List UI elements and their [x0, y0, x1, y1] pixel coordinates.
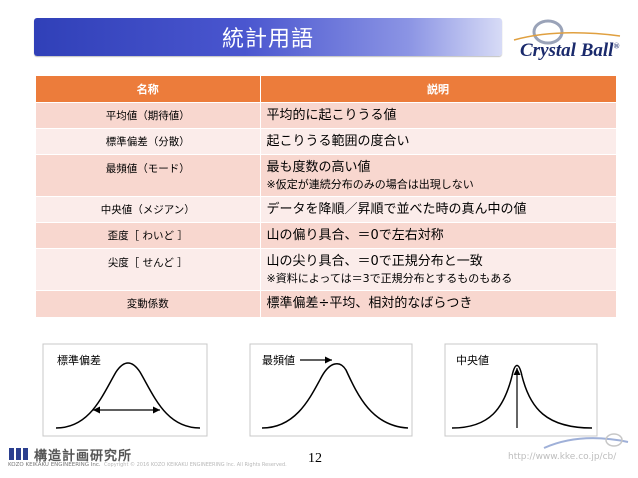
copyright-text: Copyright © 2016 KOZO KEIKAKU ENGINEERIN… — [104, 462, 287, 468]
slide-title: 統計用語 — [221, 27, 314, 52]
header-description: 説明 — [260, 76, 617, 103]
term-description-text: 最も度数の高い値 — [266, 160, 371, 175]
median-frame — [444, 343, 598, 437]
table-row: 中央値（メジアン） データを降順／昇順で並べた時の真ん中の値 — [36, 196, 617, 223]
median-diagram: 中央値 — [444, 343, 598, 437]
term-description-text: データを降順／昇順で並べた時の真ん中の値 — [266, 201, 527, 217]
term-description: 平均的に起こりうる値 — [260, 102, 617, 129]
registered-mark: ® — [613, 41, 620, 51]
median-label: 中央値 — [456, 354, 489, 367]
company-name: 構造計画研究所 — [34, 449, 133, 464]
table-header-row: 名称 説明 — [36, 76, 617, 103]
table-row: 平均値（期待値） 平均的に起こりうる値 — [36, 102, 617, 129]
median-peaked-curve — [451, 364, 593, 429]
term-description: 山の尖り具合、＝0で正規分布と一致 ※資料によっては＝3で正規分布とするものもあ… — [260, 248, 617, 291]
page-number: 12 — [308, 451, 322, 466]
stddev-label: 標準偏差 — [57, 353, 101, 367]
footer-swoosh-icon — [543, 433, 629, 449]
crystal-ball-logo: Crystal Ball® — [508, 10, 626, 66]
term-description: 最も度数の高い値 ※仮定が連続分布のみの場合は出現しない — [260, 154, 617, 197]
logo-text: Crystal Ball — [520, 40, 614, 61]
title-banner: 統計用語 — [34, 18, 502, 56]
term-description: 起こりうる範囲の度合い — [260, 128, 617, 155]
term-name: 標準偏差（分散） — [36, 128, 261, 155]
company-logo-icon — [9, 448, 28, 460]
term-name: 平均値（期待値） — [36, 102, 261, 129]
term-note: ※仮定が連続分布のみの場合は出現しない — [266, 178, 474, 191]
term-name: 中央値（メジアン） — [36, 196, 261, 223]
term-name: 変動係数 — [36, 290, 261, 317]
table-row: 歪度［ わいど ］ 山の偏り具合、＝0で左右対称 — [36, 222, 617, 249]
term-description: 山の偏り具合、＝0で左右対称 — [260, 222, 617, 249]
stddev-bell-curve — [55, 362, 201, 429]
stddev-diagram: 標準偏差 — [42, 343, 208, 437]
mode-skewed-curve — [261, 363, 409, 429]
term-name: 歪度［ わいど ］ — [36, 222, 261, 249]
term-description: 標準偏差÷平均、相対的なばらつき — [260, 290, 617, 317]
term-name: 最頻値（モード） — [36, 154, 261, 197]
crystal-ball-swoosh-icon — [513, 19, 621, 45]
distribution-diagrams: 標準偏差 最頻値 中央値 — [42, 343, 598, 437]
term-description-text: 標準偏差÷平均、相対的なばらつき — [266, 295, 473, 311]
stddev-frame — [42, 343, 208, 437]
term-description: データを降順／昇順で並べた時の真ん中の値 — [260, 196, 617, 223]
term-name: 尖度［ せんど ］ — [36, 248, 261, 291]
table-row: 最頻値（モード） 最も度数の高い値 ※仮定が連続分布のみの場合は出現しない — [36, 154, 617, 197]
mode-diagram: 最頻値 — [249, 343, 413, 437]
header-name: 名称 — [36, 76, 261, 103]
term-note: ※資料によっては＝3で正規分布とするものもある — [266, 272, 513, 285]
term-description-text: 山の尖り具合、＝0で正規分布と一致 — [266, 254, 483, 269]
term-description-text: 平均的に起こりうる値 — [266, 107, 397, 123]
mode-label: 最頻値 — [262, 353, 295, 367]
terms-table: 名称 説明 平均値（期待値） 平均的に起こりうる値 標準偏差（分散） 起こりうる… — [36, 76, 617, 317]
footer-url[interactable]: http://www.kke.co.jp/cb/ — [508, 452, 617, 462]
term-description-text: 山の偏り具合、＝0で左右対称 — [266, 227, 444, 243]
table-row: 尖度［ せんど ］ 山の尖り具合、＝0で正規分布と一致 ※資料によっては＝3で正… — [36, 248, 617, 291]
table-row: 標準偏差（分散） 起こりうる範囲の度合い — [36, 128, 617, 155]
term-description-text: 起こりうる範囲の度合い — [266, 133, 410, 149]
company-name-en: KOZO KEIKAKU ENGINEERING Inc. — [8, 462, 101, 468]
table-row: 変動係数 標準偏差÷平均、相対的なばらつき — [36, 290, 617, 317]
